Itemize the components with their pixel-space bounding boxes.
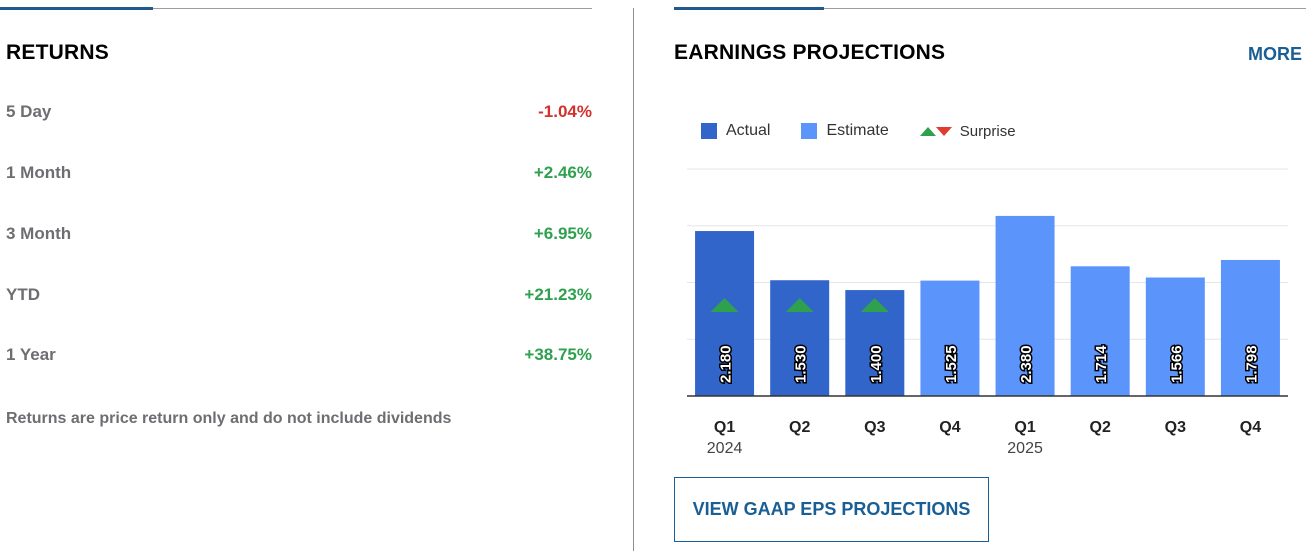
- x-tick-label: Q2: [789, 419, 810, 436]
- x-tick-label: Q2: [1090, 419, 1111, 436]
- bar-value-label: 1.714: [1093, 345, 1110, 383]
- estimate-bar: [1070, 266, 1130, 396]
- estimate-bar: [1220, 259, 1280, 396]
- return-label: 5 Day: [6, 102, 52, 121]
- estimate-swatch-icon: [801, 123, 818, 139]
- legend-item-estimate: Estimate: [801, 122, 889, 140]
- estimate-bar: [920, 280, 980, 396]
- panel-divider: [633, 8, 634, 551]
- actual-swatch-icon: [701, 123, 717, 139]
- bar-value-label: 1.525: [943, 345, 960, 383]
- bar-value-label: 1.798: [1243, 345, 1260, 383]
- surprise-up-icon: [919, 126, 936, 136]
- chart-legend: Actual Estimate Surprise: [701, 122, 1016, 140]
- estimate-bar: [1145, 277, 1205, 396]
- return-label: 3 Month: [6, 224, 72, 243]
- earnings-top-rule: [674, 8, 1306, 9]
- returns-title: RETURNS: [6, 41, 109, 64]
- return-value: +2.46%: [533, 163, 592, 182]
- x-tick-label: Q1: [714, 419, 735, 436]
- legend-item-surprise: Surprise: [919, 122, 1016, 140]
- x-tick-label: Q3: [1165, 419, 1186, 436]
- legend-item-actual: Actual: [701, 122, 770, 140]
- return-row-1-month: 1 Month +2.46%: [6, 158, 592, 188]
- x-year-label: 2024: [707, 440, 743, 457]
- legend-label-actual: Actual: [726, 122, 771, 139]
- bar-value-label: 1.566: [1168, 345, 1185, 383]
- return-label: 1 Month: [6, 163, 72, 182]
- return-value: +6.95%: [533, 224, 592, 243]
- return-label: 1 Year: [6, 345, 56, 364]
- return-row-1-year: 1 Year +38.75%: [6, 340, 592, 370]
- estimate-bar: [995, 215, 1055, 396]
- bar-value-label: 1.530: [793, 345, 810, 383]
- returns-top-accent: [0, 7, 153, 10]
- x-year-label: 2025: [1007, 440, 1043, 457]
- surprise-up-marker: [710, 298, 739, 312]
- bar-value-label: 2.380: [1018, 345, 1035, 383]
- return-value: +38.75%: [524, 345, 592, 364]
- legend-label-surprise: Surprise: [959, 122, 1016, 140]
- x-tick-label: Q1: [1014, 419, 1035, 436]
- x-tick-label: Q4: [1240, 419, 1261, 436]
- return-row-ytd: YTD +21.23%: [6, 280, 592, 310]
- bar-value-label: 2.180: [718, 345, 735, 383]
- return-value: +21.23%: [524, 285, 592, 304]
- bar-value-label: 1.400: [868, 345, 885, 383]
- x-tick-label: Q4: [939, 419, 960, 436]
- returns-footnote: Returns are price return only and do not…: [6, 410, 452, 427]
- returns-top-rule: [0, 8, 592, 9]
- return-row-5-day: 5 Day -1.04%: [6, 97, 592, 127]
- surprise-up-marker: [860, 298, 889, 312]
- return-row-3-month: 3 Month +6.95%: [6, 219, 592, 249]
- actual-bar: [695, 231, 755, 396]
- x-tick-label: Q3: [864, 419, 885, 436]
- view-gaap-eps-projections-button[interactable]: VIEW GAAP EPS PROJECTIONS: [674, 477, 989, 542]
- return-value: -1.04%: [538, 102, 592, 121]
- earnings-title: EARNINGS PROJECTIONS: [674, 41, 946, 64]
- surprise-down-icon: [935, 126, 952, 136]
- more-link[interactable]: MORE: [1248, 44, 1302, 64]
- earnings-top-accent: [674, 7, 824, 10]
- return-label: YTD: [6, 285, 40, 304]
- surprise-up-marker: [785, 298, 814, 312]
- legend-label-estimate: Estimate: [826, 122, 889, 139]
